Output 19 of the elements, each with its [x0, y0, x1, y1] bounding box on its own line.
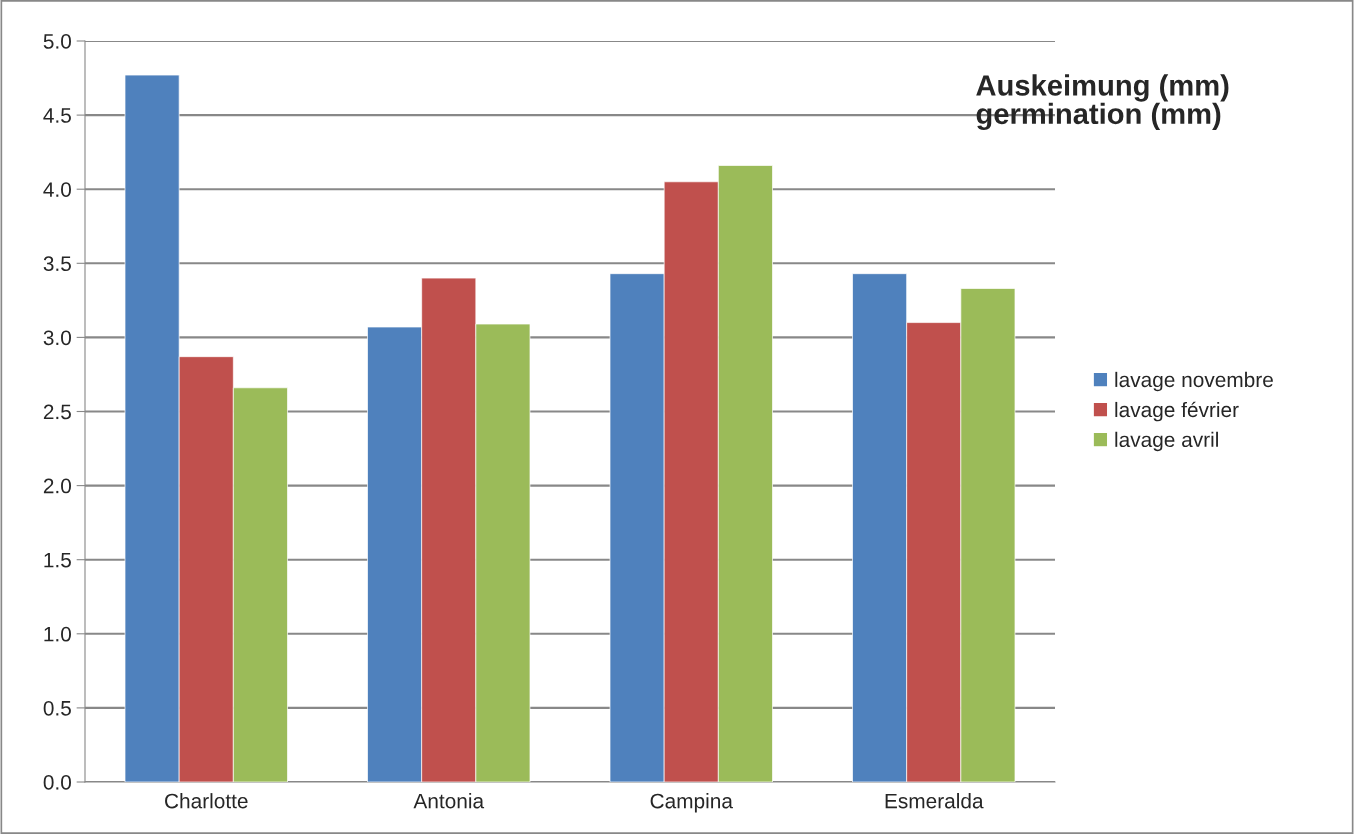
legend-label: lavage avril: [1115, 431, 1218, 452]
y-tick-label: 2.5: [43, 404, 71, 420]
legend-label: lavage février: [1115, 401, 1239, 422]
y-tick-label: 0.5: [43, 700, 71, 716]
y-tick-label: 3.5: [43, 256, 71, 272]
text: Auskeimung (mm) germination (mm): [976, 74, 1229, 131]
x-tick-label: Antonia: [413, 793, 485, 809]
x-tick-label: Esmeralda: [885, 793, 984, 809]
y-tick-label: 4.5: [43, 108, 71, 123]
y-tick-label: 1.0: [44, 626, 71, 642]
y-tick-label: 0.0: [43, 775, 71, 790]
y-tick-label: 5.0: [43, 34, 71, 49]
x-tick-label: Charlotte: [165, 793, 248, 809]
x-tick-label: Campina: [650, 793, 733, 813]
y-tick-label: 4.0: [43, 182, 71, 197]
y-tick-label: 2.0: [43, 478, 71, 494]
legend-label: lavage novembre: [1115, 371, 1273, 392]
y-tick-label: 1.5: [44, 552, 71, 568]
y-tick-label: 3.0: [43, 330, 71, 346]
